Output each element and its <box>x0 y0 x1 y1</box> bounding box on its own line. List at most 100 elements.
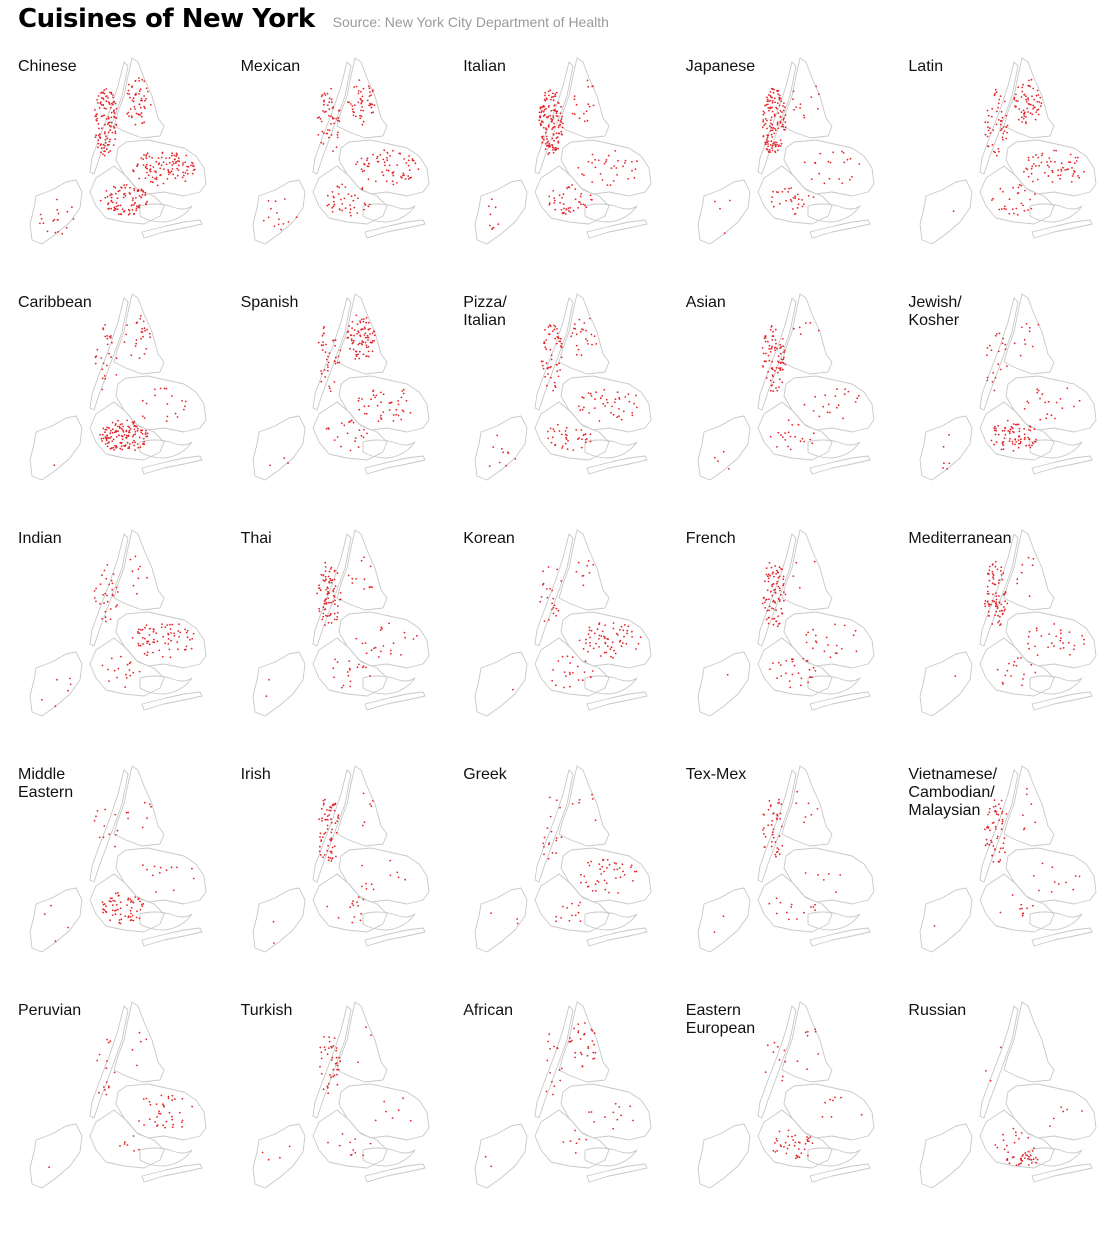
restaurant-dot <box>784 672 787 675</box>
restaurant-dot <box>336 817 339 819</box>
restaurant-dot <box>127 817 129 820</box>
restaurant-dot <box>1001 110 1003 113</box>
restaurant-dot <box>110 199 113 202</box>
restaurant-dot <box>565 213 567 215</box>
restaurant-dot <box>618 1106 621 1108</box>
map-panel: Eastern European <box>668 1000 890 1236</box>
restaurant-dot <box>317 607 320 610</box>
restaurant-dot <box>110 91 113 94</box>
restaurant-dot <box>1018 446 1020 449</box>
restaurant-dot <box>332 196 335 199</box>
restaurant-dot <box>998 433 1000 436</box>
restaurant-dot <box>994 433 997 436</box>
restaurant-dot <box>337 193 340 196</box>
restaurant-dot <box>109 129 112 131</box>
restaurant-dot <box>356 323 358 326</box>
restaurant-dot <box>411 159 413 162</box>
restaurant-dot <box>361 898 364 901</box>
restaurant-dot <box>555 115 558 117</box>
restaurant-dot <box>146 576 148 579</box>
restaurant-dot <box>1059 177 1062 180</box>
restaurant-dot <box>145 1038 148 1041</box>
restaurant-dot <box>330 134 333 136</box>
restaurant-dot <box>366 99 369 102</box>
restaurant-dot <box>112 573 115 575</box>
restaurant-dot <box>987 376 989 379</box>
restaurant-dot <box>779 361 782 364</box>
borough-outline-staten <box>29 179 83 245</box>
borough-outline-manhattan <box>979 61 1019 175</box>
restaurant-dot <box>834 395 837 397</box>
restaurant-dot <box>184 628 187 631</box>
borough-outline-jbay <box>139 1147 193 1167</box>
restaurant-dot <box>1031 113 1034 116</box>
restaurant-dot <box>107 668 109 671</box>
restaurant-dot <box>994 809 997 812</box>
restaurant-dot <box>165 869 168 872</box>
restaurant-dot <box>327 601 330 604</box>
restaurant-dot <box>1031 1162 1034 1164</box>
restaurant-dot <box>371 89 374 92</box>
restaurant-dot <box>781 584 784 587</box>
restaurant-dot <box>552 389 555 392</box>
restaurant-dot <box>541 142 544 144</box>
borough-outline-manhattan <box>89 1005 129 1119</box>
restaurant-dot <box>382 149 385 152</box>
restaurant-dot <box>624 396 627 398</box>
restaurant-dot <box>66 210 69 213</box>
restaurant-dot <box>792 197 795 199</box>
restaurant-dot <box>571 803 574 805</box>
borough-outline-rockaway <box>809 691 871 711</box>
restaurant-dot <box>116 604 119 606</box>
borough-outline-brooklyn <box>979 637 1055 697</box>
restaurant-dot <box>124 444 127 446</box>
restaurant-dot <box>1017 192 1020 194</box>
restaurant-dot <box>996 154 999 157</box>
restaurant-dot <box>780 607 782 610</box>
restaurant-dot <box>154 1121 157 1123</box>
restaurant-dot <box>804 1142 807 1145</box>
restaurant-dot <box>997 621 1000 624</box>
restaurant-dot <box>991 570 994 573</box>
restaurant-dot <box>370 649 373 652</box>
restaurant-dot <box>172 1123 175 1126</box>
restaurant-dot <box>129 96 131 99</box>
borough-outline-brooklyn <box>534 401 610 461</box>
restaurant-dot <box>834 652 837 654</box>
restaurant-dot <box>995 429 998 432</box>
borough-outline-queens <box>1005 375 1097 433</box>
borough-outline-jbay <box>584 439 638 459</box>
restaurant-dot <box>171 160 174 163</box>
restaurant-dot <box>946 467 949 470</box>
restaurant-dot <box>995 601 998 604</box>
restaurant-dot <box>402 158 405 160</box>
restaurant-dot <box>986 842 989 845</box>
restaurant-dot <box>1046 413 1049 415</box>
restaurant-dot <box>129 558 132 561</box>
restaurant-dot <box>117 425 119 428</box>
restaurant-dot <box>1020 657 1023 659</box>
restaurant-dot <box>389 649 392 652</box>
restaurant-dot <box>548 1033 551 1036</box>
restaurant-dot <box>95 587 97 590</box>
restaurant-dot <box>351 341 354 344</box>
restaurant-dot <box>326 369 329 372</box>
restaurant-dot <box>109 432 112 435</box>
restaurant-dot <box>125 437 128 439</box>
restaurant-dot <box>1018 118 1021 121</box>
restaurant-dot <box>350 195 352 198</box>
restaurant-dot <box>129 674 132 677</box>
restaurant-dot <box>404 178 406 180</box>
restaurant-dot <box>319 840 322 842</box>
restaurant-dot <box>334 339 337 342</box>
restaurant-dot <box>992 845 995 847</box>
restaurant-dot <box>1066 1108 1069 1111</box>
restaurant-dot <box>615 167 618 169</box>
restaurant-dot <box>790 906 792 908</box>
borough-outline-bronx <box>781 765 833 847</box>
restaurant-dot <box>1003 594 1005 596</box>
restaurant-dot <box>361 95 363 98</box>
restaurant-dot <box>1053 149 1056 152</box>
restaurant-dot <box>355 85 358 88</box>
restaurant-dot <box>115 447 117 449</box>
